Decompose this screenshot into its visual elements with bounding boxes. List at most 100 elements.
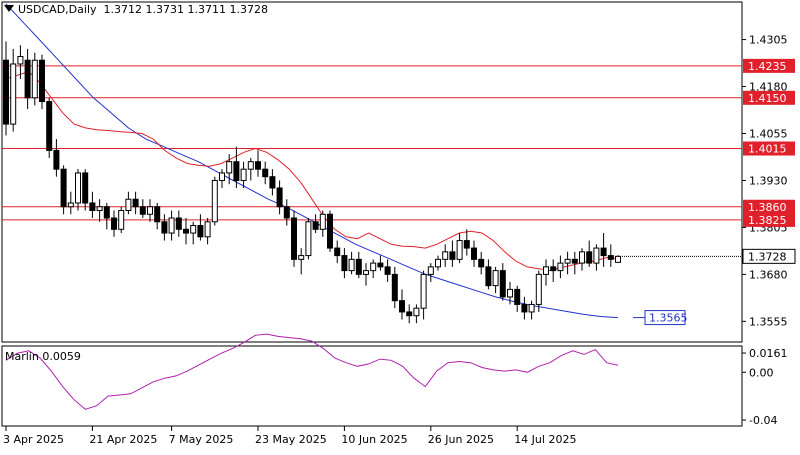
candle [53,139,60,177]
candle [118,206,125,234]
candle-body [355,258,362,275]
candle-body [305,221,312,257]
candle [17,45,24,80]
candle [543,259,549,286]
candle-body [247,161,254,170]
price-tick-label: 1.4305 [749,34,788,47]
candle-body [363,270,369,275]
indicator-tick-label: 0.00 [749,366,774,379]
candle-body [377,262,384,268]
level-price-tag-label: 1.3860 [748,201,787,214]
candle-body [593,247,600,264]
candle-body [226,161,233,174]
level-price-tag [743,212,795,227]
level-price-tag [743,90,795,105]
candle [327,210,333,252]
candle [370,259,377,279]
candle-body [427,266,434,275]
candle-body [485,266,492,287]
candle-body [543,266,549,275]
candle-body [255,161,261,170]
time-tick-label: 14 Jul 2025 [514,433,576,446]
candle [75,169,81,211]
candle-body [183,228,189,234]
candle [463,229,470,256]
candle-body [413,307,420,317]
candle-body [319,213,326,230]
candle-body [233,161,240,181]
candle [175,210,182,237]
candle-body [334,247,341,257]
level-price-tag-label: 1.4150 [748,92,787,105]
candle-body [125,198,132,212]
candle [420,270,427,320]
candle-body [528,303,535,313]
candle-body [139,206,146,215]
candle-body [96,206,103,212]
time-tick-label: 21 Apr 2025 [89,433,157,446]
indicator-axis: 0.0161 0.00 -0.04 [742,347,788,427]
candle [514,285,521,312]
candle-body [521,303,528,313]
candle [413,304,420,324]
candle-body [118,210,125,230]
candle-body [442,251,449,260]
candle-body [384,266,391,275]
candle-body [67,202,74,208]
candle-body [550,266,557,272]
indicator-frame [1,345,743,427]
horizontal-levels [2,65,742,221]
candle [139,199,146,219]
candle-body [571,258,578,264]
candle-body [557,262,564,272]
candle [168,210,175,241]
candle [399,289,405,320]
candle-body [168,217,175,234]
candle-body [399,300,405,313]
candle-body [60,168,67,208]
candle-body [211,179,218,223]
candle-body [420,273,427,309]
price-tick-label: 1.4180 [749,81,788,94]
candle [550,259,557,282]
candle [471,240,477,267]
level-price-tag [743,58,795,73]
candle [607,244,614,267]
candle [255,150,261,177]
candle-body [586,251,593,264]
candle-body [240,168,247,181]
candle-body [111,217,117,230]
candle [593,244,600,271]
candlestick-series [3,41,621,324]
candle [579,248,585,271]
candle-body [53,149,60,170]
candle-body [161,221,168,234]
candle-body [370,262,377,272]
candle [564,251,571,275]
candle [219,169,225,188]
candle-body [17,55,24,65]
candle [204,218,211,245]
ohlc-values: 1.3712 1.3731 1.3711 1.3728 [103,3,268,16]
time-tick-label: 23 May 2025 [255,433,327,446]
candle-body [39,59,45,103]
candle-body [435,258,441,268]
candle [521,296,528,320]
candle-body [219,172,225,181]
ma-value-tag-label: 1.3565 [649,312,688,325]
candle-body [535,273,542,305]
candle [312,214,319,234]
time-axis: 3 Apr 2025 21 Apr 2025 7 May 2025 23 May 20… [3,426,576,446]
candle [262,161,269,185]
candle [384,259,391,282]
current-price-tag-label: 1.3728 [748,250,787,263]
candle [377,255,384,271]
oscillator-series [5,333,619,410]
candle-body [564,258,571,264]
candle [600,233,607,267]
dropdown-triangle-icon[interactable] [4,5,14,12]
price-tick-label: 1.3930 [749,174,788,187]
